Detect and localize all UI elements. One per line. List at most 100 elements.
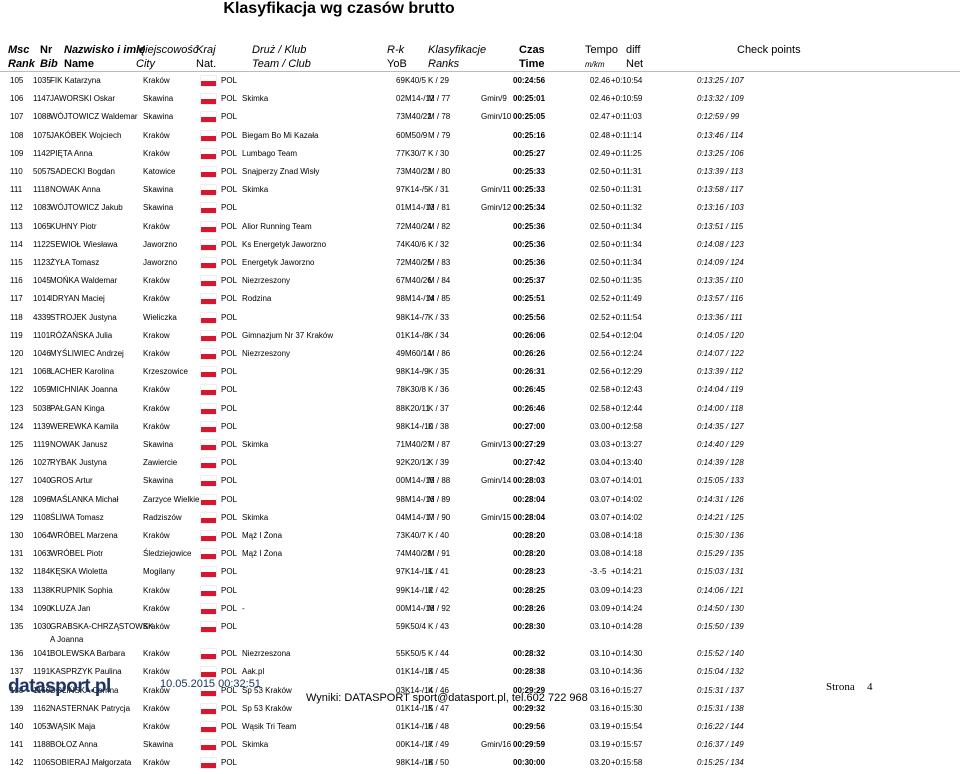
yob: 03 [396,685,405,695]
cat: M14-/13 [405,203,435,213]
ranks: M / 82 [428,221,451,231]
name: KUHNY Piotr [50,221,97,231]
rank: 131 [10,549,24,559]
check: 0:14:06 / 121 [697,585,744,595]
city: Skawina [143,94,174,104]
yob: 97 [396,567,405,577]
cat: M40/22 [405,112,432,122]
bib: 1053 [33,721,51,731]
flag [201,421,216,432]
nat: POL [221,649,238,659]
yob: 92 [396,458,405,468]
ranks: K / 33 [428,312,449,322]
bib: 1045 [33,276,51,286]
tempo: 02.50 [590,239,611,249]
timestamp: 10.05.2015 00:32:51 [160,678,261,690]
city: Wieliczka [143,312,177,322]
team: Ks Energetyk Jaworzno [242,239,327,249]
flag [201,221,216,232]
nat: POL [221,458,238,468]
team [242,73,396,91]
flag-cell [201,619,221,646]
diff: +0:15:30 [611,703,643,713]
check: 0:14:39 / 128 [697,458,744,468]
yob: 01 [396,667,405,677]
team: Niezrzeszony [242,276,291,286]
cat: K14-/12 [405,585,434,595]
name: MOŃKA Waldemar [50,276,118,286]
yob: 67 [396,276,405,286]
nat: POL [221,112,238,122]
yob: 60 [396,130,405,140]
column-sublabel: Name [64,58,94,70]
yob: 74 [396,239,405,249]
gmin [481,583,513,601]
team: Sp 53 Kraków [242,685,292,695]
result-row: 119 1101 RÓŻAŃSKA Julia Krakow POL Gimnazjum … [0,328,960,346]
cat: K20/11 [405,403,430,413]
column-label: Check points [737,44,801,56]
cat: M50/9 [405,130,428,140]
bib: 1064 [33,531,51,541]
diff: +0:11:31 [611,185,642,195]
result-row: 125 1119 NOWAK Janusz Skawina POL Skimka 71 M40… [0,437,960,455]
flag [201,276,216,287]
bib: 1014 [33,294,51,304]
tempo: 03.00 [590,421,611,431]
rank: 130 [10,531,24,541]
flag-cell [201,437,221,455]
nat: POL [221,622,238,632]
rank: 135 [10,622,24,632]
flag-cell [201,683,221,701]
rank: 136 [10,649,24,659]
time: 00:27:29 [513,440,546,450]
nat: POL [221,721,238,731]
rank: 121 [10,367,24,377]
bib: 1063 [33,549,51,559]
team: Skimka [242,185,269,195]
team: Niezrzeszony [242,349,291,359]
rank: 140 [10,721,24,731]
rank: 111 [10,185,23,195]
contact: Wyniki: DATASPORT sport@datasport.pl, te… [306,692,588,704]
rank: 107 [10,112,24,122]
city: Kraków [143,276,170,286]
flag [201,112,216,123]
name: SOBIERAJ Małgorzata [50,758,132,768]
bib: 1090 [33,603,51,613]
check: 0:13:35 / 110 [697,276,744,286]
nat: POL [221,758,238,768]
city: Skawina [143,185,174,195]
result-row: 105 1035 FIK Katarzyna Kraków POL 69 K40/5 K / … [0,73,960,91]
diff: +0:15:54 [611,721,643,731]
city: Kraków [143,130,170,140]
cat: M14-/15 [405,476,435,486]
flag-cell [201,109,221,127]
cat: K14-/5 [405,185,429,195]
time: 00:26:31 [513,367,546,377]
ranks: K / 41 [428,567,449,577]
gmin [481,719,513,737]
city: Skawina [143,476,174,486]
gmin [481,419,513,437]
nat: POL [221,494,238,504]
flag-cell [201,492,221,510]
time: 00:25:56 [513,312,546,322]
rank: 106 [10,94,24,104]
bib: 1160 [33,685,51,695]
diff: +0:12:04 [611,330,643,340]
nat: POL [221,667,238,677]
rank: 110 [10,167,23,177]
flag-cell [201,510,221,528]
result-row: 107 1088 WÓJTOWICZ Waldemar Skawina POL 73 M40… [0,109,960,127]
tempo: 02.56 [590,367,611,377]
nat: POL [221,421,238,431]
column-sublabel: Time [519,58,545,70]
check: 0:13:36 / 111 [697,312,743,322]
check: 0:14:31 / 126 [697,494,744,504]
team [242,419,396,437]
bib: 1068 [33,367,51,377]
yob: 00 [396,740,405,750]
flag [201,167,216,178]
